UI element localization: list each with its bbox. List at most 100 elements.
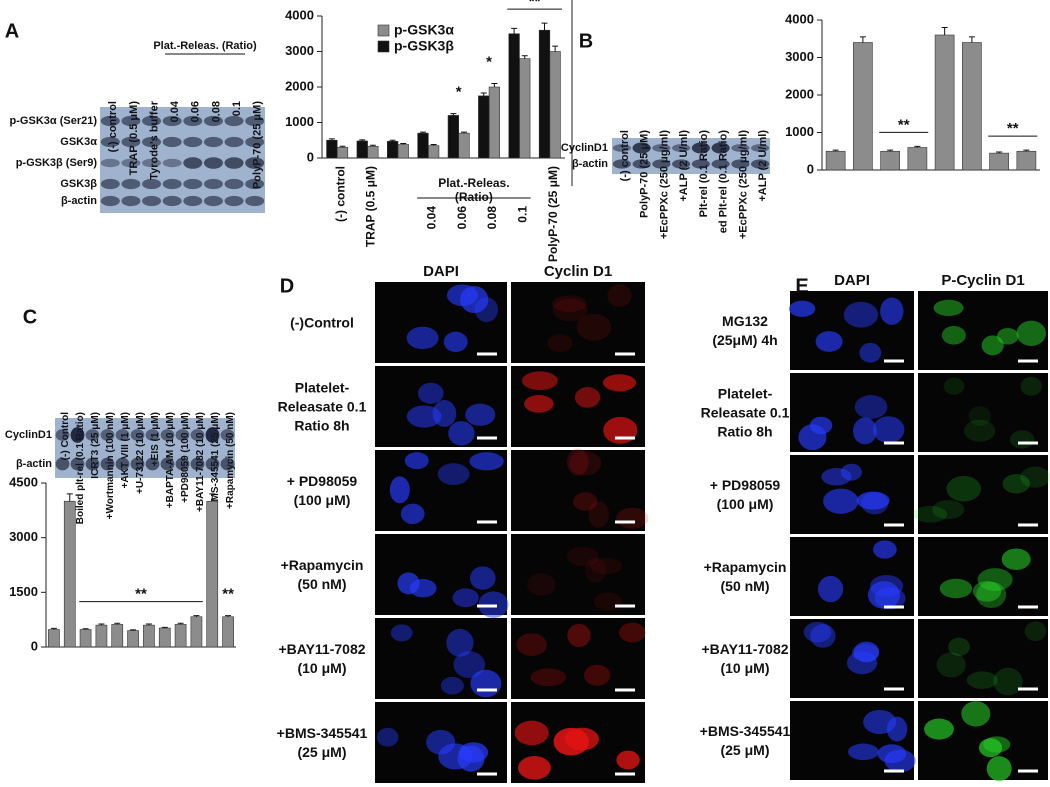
nucleus bbox=[968, 406, 991, 426]
micrograph bbox=[511, 534, 645, 615]
bar bbox=[907, 147, 928, 171]
legend-swatch bbox=[377, 40, 390, 53]
nucleus bbox=[397, 572, 420, 595]
nucleus bbox=[976, 581, 1007, 609]
y-tick-label: 3000 bbox=[9, 529, 38, 544]
band bbox=[612, 159, 631, 169]
legend-box bbox=[374, 20, 474, 58]
nucleus bbox=[389, 476, 410, 504]
band bbox=[142, 195, 162, 207]
lane-label: ed Plt-rel (0.1 Ratio) bbox=[718, 130, 730, 234]
nucleus bbox=[861, 491, 889, 515]
nucleus bbox=[616, 750, 640, 770]
bar bbox=[458, 132, 470, 159]
band bbox=[55, 429, 70, 441]
nucleus bbox=[573, 492, 598, 511]
band bbox=[220, 457, 235, 471]
error-bar bbox=[145, 623, 152, 626]
nucleus bbox=[469, 452, 504, 471]
bar bbox=[48, 629, 60, 648]
error-bar bbox=[130, 629, 137, 631]
nucleus bbox=[933, 299, 964, 316]
band bbox=[711, 142, 730, 154]
y-tick-label: 1000 bbox=[285, 114, 314, 129]
nucleus bbox=[603, 416, 638, 444]
row-label: Ratio 8h bbox=[294, 418, 349, 434]
row-label: +BAY11-7082 bbox=[701, 641, 788, 657]
nucleus bbox=[530, 668, 567, 687]
nucleus bbox=[514, 720, 549, 746]
band bbox=[652, 144, 671, 152]
nucleus bbox=[788, 300, 816, 317]
group-label: Plat.-Releas. bbox=[438, 176, 509, 190]
band bbox=[691, 142, 710, 154]
bar bbox=[549, 51, 561, 159]
nucleus bbox=[884, 749, 916, 773]
group-label: Plat.-Releas. (Ratio) bbox=[153, 40, 257, 52]
band bbox=[100, 429, 115, 441]
error-bar bbox=[887, 149, 894, 152]
micrograph bbox=[511, 282, 645, 363]
bar bbox=[478, 95, 490, 159]
band bbox=[190, 457, 205, 471]
band bbox=[672, 159, 691, 169]
nucleus bbox=[440, 676, 464, 695]
nucleus bbox=[981, 335, 1004, 356]
nucleus bbox=[566, 546, 599, 567]
nucleus bbox=[590, 557, 623, 575]
band bbox=[85, 457, 100, 471]
nucleus bbox=[443, 331, 468, 353]
lane-label: +U-73122 (10 μM) bbox=[135, 412, 146, 494]
row-label: +BAY11-7082 bbox=[278, 641, 365, 657]
nucleus bbox=[867, 581, 901, 609]
error-bar bbox=[480, 92, 487, 96]
micrograph bbox=[918, 455, 1048, 534]
nucleus bbox=[977, 568, 1013, 591]
band bbox=[160, 429, 175, 441]
row-label: +Rapamycin bbox=[704, 559, 787, 575]
row-label: (50 nM) bbox=[721, 578, 770, 594]
band bbox=[652, 159, 671, 169]
nucleus bbox=[948, 637, 971, 657]
bar bbox=[825, 150, 846, 171]
x-tick-label: (-) control bbox=[333, 166, 347, 222]
error-bar bbox=[400, 142, 407, 145]
band bbox=[691, 159, 710, 169]
band bbox=[100, 195, 120, 207]
band bbox=[245, 178, 265, 190]
nucleus bbox=[400, 503, 425, 525]
row-label: MG132 bbox=[722, 313, 768, 329]
band bbox=[711, 159, 730, 169]
nucleus bbox=[856, 491, 890, 510]
nucleus bbox=[993, 667, 1023, 696]
nucleus bbox=[619, 622, 646, 643]
x-tick-label: TRAP (0.5 μM) bbox=[364, 166, 378, 247]
error-bar bbox=[461, 131, 468, 134]
bar bbox=[428, 145, 440, 159]
nucleus bbox=[568, 450, 602, 476]
nucleus bbox=[527, 573, 556, 596]
nucleus bbox=[564, 727, 599, 751]
nucleus bbox=[552, 295, 587, 313]
error-bar bbox=[419, 131, 426, 134]
error-bar bbox=[941, 27, 948, 35]
row-label: (-)Control bbox=[290, 315, 354, 331]
error-bar bbox=[50, 627, 57, 630]
bar bbox=[538, 29, 551, 159]
nucleus bbox=[576, 313, 612, 341]
row-label: +Rapamycin bbox=[281, 557, 364, 573]
nucleus bbox=[404, 452, 429, 470]
band bbox=[632, 159, 651, 169]
nucleus bbox=[817, 575, 844, 603]
band bbox=[245, 136, 265, 148]
nucleus bbox=[516, 633, 547, 656]
error-bar bbox=[552, 45, 559, 52]
blot-row-label: p-GSK3α (Ser21) bbox=[10, 115, 98, 127]
error-bar bbox=[359, 139, 366, 141]
panel-letter: C bbox=[23, 306, 37, 328]
error-bar bbox=[369, 144, 376, 147]
band bbox=[183, 195, 203, 207]
nucleus bbox=[943, 377, 965, 395]
nucleus bbox=[406, 326, 439, 350]
